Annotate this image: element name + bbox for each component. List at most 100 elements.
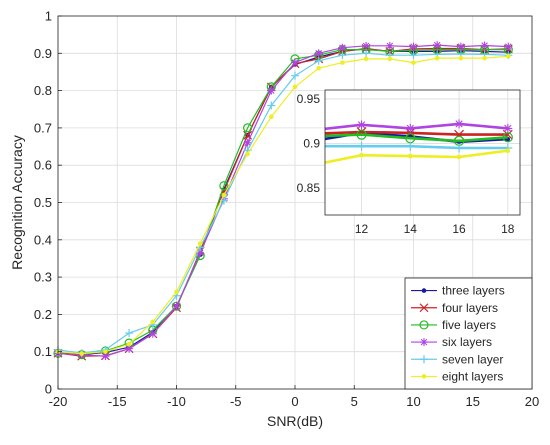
data-point xyxy=(125,329,134,338)
data-point xyxy=(221,192,227,198)
data-point xyxy=(506,53,511,59)
data-point xyxy=(405,141,415,151)
data-point xyxy=(269,114,274,120)
data-point xyxy=(267,86,276,95)
x-tick-label: -5 xyxy=(230,394,242,409)
inset-y-tick-label: 0.95 xyxy=(297,92,321,106)
data-point xyxy=(101,352,110,361)
data-point xyxy=(308,126,317,135)
y-tick-label: 0.3 xyxy=(34,270,52,285)
inset-series-layer xyxy=(308,119,513,164)
data-point xyxy=(243,123,253,133)
data-point xyxy=(291,71,299,80)
y-axis-label: Recognition Accuracy xyxy=(9,135,25,270)
data-point xyxy=(197,241,203,246)
data-point xyxy=(126,341,132,347)
data-point xyxy=(196,248,205,257)
x-axis-label: SNR(dB) xyxy=(267,413,323,429)
inset-x-tick-label: 16 xyxy=(452,222,466,236)
x-tick-label: -20 xyxy=(49,394,68,409)
legend-entry: seven layer xyxy=(411,352,503,366)
data-point xyxy=(454,143,464,153)
data-point xyxy=(338,43,347,52)
x-tick-label: 0 xyxy=(291,394,298,409)
data-point xyxy=(267,101,276,110)
data-point xyxy=(219,181,229,191)
y-tick-label: 0.2 xyxy=(34,307,52,322)
y-tick-label: 0.9 xyxy=(34,46,52,61)
inset-series-line xyxy=(325,133,508,143)
inset-x-tick-label: 18 xyxy=(501,222,515,236)
data-point xyxy=(421,374,427,379)
data-point xyxy=(291,58,299,67)
data-point xyxy=(172,302,181,311)
data-point xyxy=(148,329,157,338)
legend-label: seven layer xyxy=(442,352,503,366)
data-point xyxy=(420,355,428,364)
y-tick-label: 0.1 xyxy=(34,344,52,359)
inset-x-tick-label: 12 xyxy=(355,222,369,236)
y-tick-label: 0.5 xyxy=(34,195,52,210)
main-grid xyxy=(57,15,533,390)
series-eight-layers xyxy=(55,53,511,356)
x-tick-label: 20 xyxy=(525,394,539,409)
data-point xyxy=(357,141,367,151)
legend-label: three layers xyxy=(442,284,505,298)
data-point xyxy=(103,349,108,355)
data-point xyxy=(419,303,429,313)
y-tick-label: 0.8 xyxy=(34,83,52,98)
data-point xyxy=(174,289,179,295)
data-point xyxy=(356,129,367,140)
data-point xyxy=(243,138,252,147)
legend-box xyxy=(404,277,533,390)
main-series-layer xyxy=(53,41,513,361)
legend-label: four layers xyxy=(442,301,498,315)
legend-entry: six layers xyxy=(411,335,492,349)
y-tick-label: 0.4 xyxy=(34,232,52,247)
data-point xyxy=(421,288,427,293)
inset-frame xyxy=(324,89,521,216)
legend: three layers four layers five layers six la… xyxy=(404,277,533,390)
data-point xyxy=(314,56,323,65)
x-tick-label: -15 xyxy=(108,394,127,409)
x-tick-label: 15 xyxy=(466,394,480,409)
y-tick-label: 0.6 xyxy=(34,158,52,173)
y-tick-label: 0 xyxy=(45,382,52,397)
inset-y-tick-label: 0.9 xyxy=(303,137,320,151)
data-point xyxy=(363,56,369,62)
inset-series-eight-layers xyxy=(325,148,511,164)
y-tick-label: 0.7 xyxy=(34,120,52,135)
legend-entry: five layers xyxy=(411,318,496,332)
data-point xyxy=(503,123,513,133)
data-point xyxy=(340,60,345,65)
data-point xyxy=(454,119,464,129)
data-point xyxy=(456,42,465,51)
legend-entry: four layers xyxy=(411,301,498,315)
data-point xyxy=(480,41,489,50)
data-point xyxy=(482,55,487,61)
data-point xyxy=(408,153,413,159)
data-point xyxy=(359,152,364,158)
data-point xyxy=(409,51,418,60)
data-point xyxy=(505,148,511,154)
legend-entry: eight layers xyxy=(411,369,503,383)
legend-entry: three layers xyxy=(411,284,505,298)
data-point xyxy=(411,60,416,65)
inset-x-tick-label: 14 xyxy=(404,222,418,236)
x-tick-label: 5 xyxy=(351,394,358,409)
legend-label: six layers xyxy=(442,335,492,349)
series-line xyxy=(57,55,509,355)
data-point xyxy=(362,41,371,50)
data-point xyxy=(245,151,250,157)
inset-y-tick-label: 0.85 xyxy=(297,181,321,195)
data-point xyxy=(316,65,322,71)
data-point xyxy=(420,338,428,347)
data-point xyxy=(385,41,394,50)
data-point xyxy=(458,55,464,61)
inset-tick-labels: 12 14 16 18 0.85 0.9 0.95 xyxy=(297,92,515,236)
legend-label: five layers xyxy=(442,318,496,332)
data-point xyxy=(357,120,367,130)
data-point xyxy=(387,56,393,62)
data-point xyxy=(362,49,371,58)
